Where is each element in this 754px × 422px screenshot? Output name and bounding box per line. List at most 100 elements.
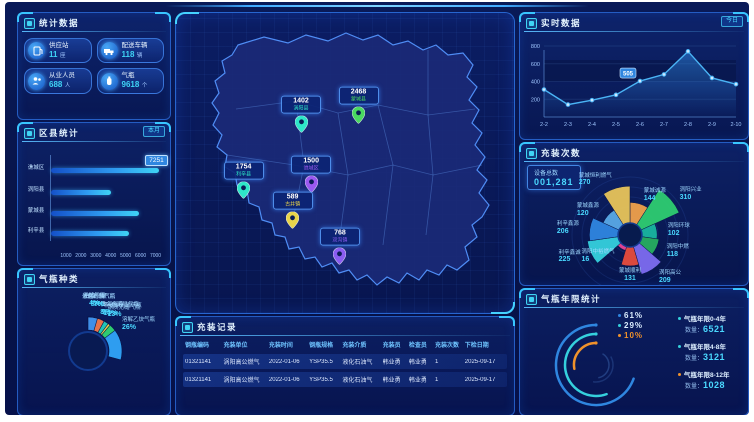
location-pin-icon bbox=[352, 107, 366, 124]
panel-fillcount: 充装次数 设备总数 001,281 蒙城诚源 144 涡阳兴业 310 涡阳环球 102 涡… bbox=[519, 142, 749, 286]
rose-slice-name: 蒙城恒利燃气 bbox=[578, 172, 612, 179]
month-filter-badge[interactable]: 本月 bbox=[142, 126, 165, 137]
svg-text:2-6: 2-6 bbox=[636, 122, 644, 128]
marker-name: 涡阳县 bbox=[293, 106, 309, 112]
rose-slice-value: 206 bbox=[556, 227, 569, 235]
data-point-2-6 bbox=[637, 78, 643, 84]
marker-chip: 1500 谯城区 bbox=[291, 155, 332, 174]
table-cell: 2025-09-17 bbox=[464, 376, 496, 383]
marker-value: 1500 bbox=[303, 157, 319, 165]
map-county-border bbox=[425, 50, 434, 236]
legend-label: 气瓶年限8-12年 bbox=[678, 369, 730, 379]
legend-dot-icon bbox=[678, 372, 681, 376]
panel-age-header: 气瓶年限统计 bbox=[520, 289, 748, 308]
realtime-line-chart[interactable]: 200 400 600 800 2-2 2-3 2-4 2-5 2-6 2-7 2-8 2-9 2-10… bbox=[522, 29, 746, 137]
panel-types-header: 气瓶种类 bbox=[18, 269, 170, 288]
svg-text:2-2: 2-2 bbox=[540, 122, 548, 128]
types-chart-icon bbox=[24, 273, 35, 285]
data-point-2-7 bbox=[661, 72, 667, 77]
bar-category-label: 谯城区 bbox=[27, 165, 45, 171]
stat-unit: 座 bbox=[58, 52, 66, 59]
legend-label: 气瓶年限4-8年 bbox=[678, 341, 730, 351]
rose-slice-value: 118 bbox=[666, 250, 679, 258]
slice-name: 液化石油气瓶 bbox=[82, 294, 116, 301]
marker-chip: 768 双沟镇 bbox=[319, 227, 360, 246]
map-marker-谯城区[interactable]: 1500 谯城区 bbox=[291, 155, 332, 193]
bar-row-涡阳县[interactable]: 涡阳县 bbox=[28, 187, 160, 197]
cylinder-types-donut-chart[interactable]: 溶解乙炔气瓶 26% 钢质无缝气瓶 13% 不锈钢无缝气瓶 10% 铝合金无缝气瓶 8% 低温绝… bbox=[18, 285, 170, 415]
stat-card-2[interactable]: 配送车辆 118 辆 bbox=[96, 38, 164, 64]
panel-title: 气瓶种类 bbox=[39, 274, 80, 284]
panel-title: 区县统计 bbox=[39, 128, 80, 138]
table-header-cell: 充装次数 bbox=[435, 342, 460, 349]
bar-tooltip: 7251 bbox=[145, 155, 168, 166]
age-percent-item: 29% bbox=[618, 321, 643, 330]
age-gauge-chart[interactable] bbox=[524, 307, 674, 413]
percent-text: 29% bbox=[624, 321, 644, 330]
stat-unit: 个 bbox=[140, 83, 148, 90]
map-marker-蒙城县[interactable]: 2468 蒙城县 bbox=[338, 86, 379, 124]
marker-name: 古井镇 bbox=[285, 202, 301, 208]
stat-card-4[interactable]: 气瓶 9618 个 bbox=[96, 68, 164, 94]
rose-slice-name: 利辛鑫源 bbox=[556, 220, 579, 227]
panel-district: 区县统计 本月 谯城区 涡阳县 蒙城县 利辛县 1000 2000 3000 4000 5000… bbox=[17, 122, 171, 266]
rose-label-利辛鑫诚: 利辛鑫诚 225 bbox=[559, 250, 581, 266]
today-filter-badge[interactable]: 今日 bbox=[720, 16, 743, 27]
stat-card-3[interactable]: 从业人员 688 人 bbox=[24, 68, 92, 94]
svg-text:2-9: 2-9 bbox=[708, 122, 716, 128]
svg-text:2-7: 2-7 bbox=[660, 122, 668, 128]
map-marker-双沟镇[interactable]: 768 双沟镇 bbox=[319, 227, 360, 265]
fillcount-rose-chart[interactable]: 蒙城诚源 144 涡阳兴业 310 涡阳环球 102 涡阳中燃 118 涡阳高公 209 蒙城顺利 1… bbox=[520, 159, 748, 285]
stat-card-1[interactable]: 供应站 11 座 bbox=[24, 38, 92, 64]
x-axis-tick: 7000 bbox=[149, 253, 162, 259]
rose-label-蒙城恒利燃气: 蒙城恒利燃气 270 bbox=[579, 173, 612, 189]
rose-slice-value: 225 bbox=[558, 256, 571, 264]
age-legend: 气瓶年限0-4年 数量：6521 气瓶年限4-8年 数量：3121 气瓶年限8-12年数… bbox=[678, 313, 730, 390]
marker-chip: 1402 涡阳县 bbox=[281, 95, 322, 114]
map-marker-利辛县[interactable]: 1754 利辛县 bbox=[223, 161, 264, 199]
rose-slice-name: 涡阳中裕燃气 bbox=[581, 249, 615, 256]
panel-fillcount-header: 充装次数 bbox=[520, 143, 748, 162]
district-bar-chart[interactable]: 谯城区 涡阳县 蒙城县 利辛县 1000 2000 3000 4000 5000 6000 7000… bbox=[24, 141, 168, 261]
marker-name: 利辛县 bbox=[236, 172, 252, 178]
age-percent-list: 61% 29% 10% bbox=[618, 311, 643, 340]
panel-title: 充装次数 bbox=[541, 148, 582, 158]
percent-text: 61% bbox=[624, 311, 644, 320]
legend-quantity: 数量：6521 bbox=[685, 324, 726, 334]
panel-realtime-header: 实时数据 今日 bbox=[520, 13, 748, 32]
x-axis-tick: 3000 bbox=[90, 253, 102, 259]
bar-row-谯城区[interactable]: 谯城区 bbox=[28, 165, 160, 175]
records-icon bbox=[182, 321, 193, 333]
map-marker-涡阳县[interactable]: 1402 涡阳县 bbox=[281, 95, 322, 133]
data-point-2-3 bbox=[565, 102, 571, 107]
bar-row-利辛县[interactable]: 利辛县 bbox=[28, 228, 160, 238]
age-legend-item: 气瓶年限8-12年 数量：1028 bbox=[678, 369, 730, 390]
rose-slice-name: 涡阳环球 bbox=[667, 222, 690, 229]
slice-percent: 7% bbox=[93, 301, 104, 309]
table-cell: 01321141 bbox=[185, 376, 212, 383]
bar-蒙城县 bbox=[51, 211, 140, 216]
bar-row-蒙城县[interactable]: 蒙城县 bbox=[28, 208, 160, 218]
bar-涡阳县 bbox=[51, 190, 111, 195]
x-axis-tick: 5000 bbox=[120, 253, 132, 259]
marker-chip: 2468 蒙城县 bbox=[338, 86, 379, 105]
table-cell: YSP35.5 bbox=[309, 358, 333, 365]
table-cell: 1 bbox=[435, 376, 439, 383]
realtime-chart-icon bbox=[526, 17, 537, 29]
table-row[interactable]: 01321141 涡阳高公燃气 2022-01-06 YSP35.5 液化石油气 韩业勇 韩… bbox=[183, 354, 507, 369]
percent-dot-icon bbox=[618, 334, 621, 337]
table-row[interactable]: 01321141 涡阳高公燃气 2022-01-06 YSP35.5 液化石油气 韩业勇 韩… bbox=[183, 372, 507, 387]
table-cell: 韩业勇 bbox=[408, 378, 427, 384]
donut-label-无缝气瓶: 无缝气瓶 4% bbox=[83, 293, 105, 309]
gauge-arc-0-4 bbox=[554, 323, 635, 407]
slice-name: 溶解乙炔气瓶 bbox=[122, 317, 156, 324]
map-marker-古井镇[interactable]: 589 古井镇 bbox=[272, 191, 313, 229]
data-point-2-5 bbox=[613, 92, 619, 98]
marker-value: 2468 bbox=[350, 88, 367, 96]
slice-percent: 8% bbox=[100, 308, 111, 316]
rose-label-涡阳环球: 涡阳环球 102 bbox=[668, 223, 690, 239]
device-total-chip: 设备总数 001,281 bbox=[527, 165, 581, 190]
donut-label-液化石油气瓶: 液化石油气瓶 7% bbox=[82, 294, 115, 310]
table-cell: 韩业勇 bbox=[408, 360, 427, 366]
rose-slice-value: 270 bbox=[578, 179, 591, 187]
